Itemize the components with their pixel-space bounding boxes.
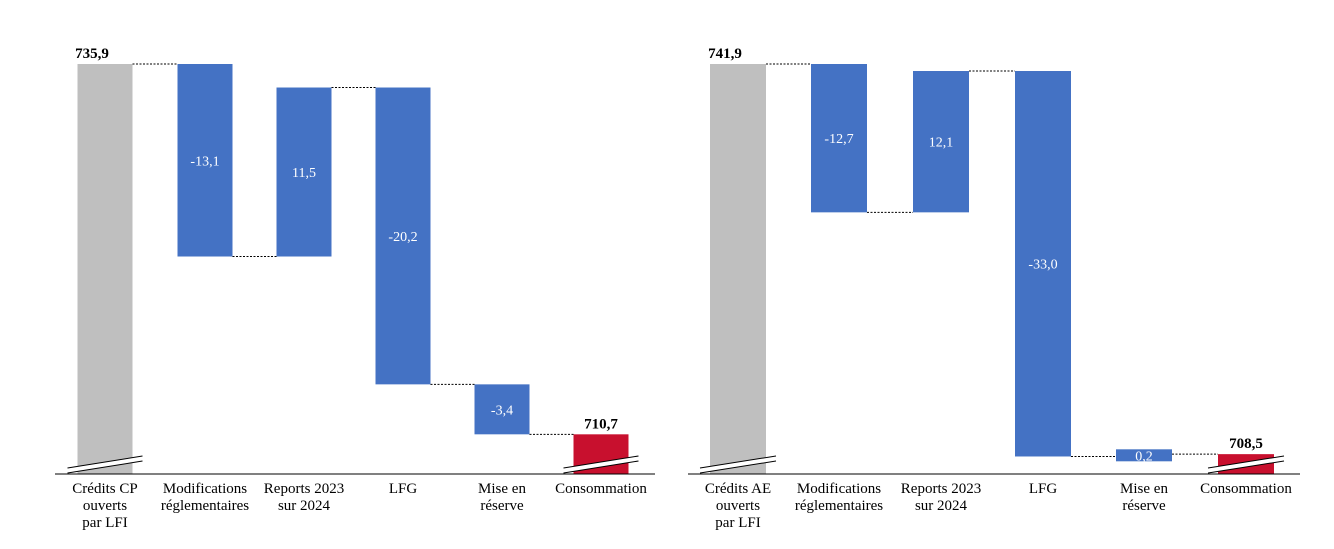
category-label: par LFI: [715, 515, 760, 531]
data-label: -3,4: [491, 403, 513, 418]
category-label: LFG: [1029, 481, 1058, 497]
category-label: réserve: [480, 498, 524, 514]
category-label: LFG: [389, 481, 418, 497]
data-label: -13,1: [190, 154, 219, 169]
category-label: sur 2024: [915, 498, 968, 514]
bar-5: [1116, 449, 1172, 462]
data-label: 735,9: [75, 46, 109, 62]
category-label: réglementaires: [795, 498, 883, 514]
category-label: par LFI: [82, 515, 127, 531]
data-label: 708,5: [1229, 436, 1263, 452]
bar-1: [77, 64, 133, 474]
data-label: 741,9: [708, 46, 742, 62]
category-label: Modifications: [163, 481, 247, 497]
category-label: Crédits CP: [72, 481, 137, 497]
bar-4: [375, 87, 431, 385]
category-label: ouverts: [83, 498, 127, 514]
data-label: -33,0: [1028, 258, 1057, 273]
data-label: -12,7: [824, 132, 853, 147]
category-label: Consommation: [555, 481, 647, 497]
category-label: Modifications: [797, 481, 881, 497]
bar-5: [474, 384, 530, 435]
axis-break-icon: [1207, 455, 1285, 474]
data-label: 12,1: [929, 136, 954, 151]
axis-break-icon: [563, 455, 639, 474]
bar-3: [276, 87, 332, 257]
category-label: Consommation: [1200, 481, 1292, 497]
axis-break-icon: [699, 455, 777, 474]
data-label: 0,2: [1135, 449, 1153, 464]
bar-2: [811, 64, 867, 213]
bar-1: [710, 64, 766, 474]
category-label: Reports 2023: [264, 481, 344, 497]
category-label: Mise en: [478, 481, 526, 497]
bar-3: [913, 71, 969, 213]
category-label: ouverts: [716, 498, 760, 514]
category-label: Mise en: [1120, 481, 1168, 497]
data-label: 710,7: [584, 416, 618, 432]
category-label: Crédits AE: [705, 481, 771, 497]
category-label: sur 2024: [278, 498, 331, 514]
category-label: réglementaires: [161, 498, 249, 514]
bar-4: [1015, 71, 1071, 457]
waterfall-chart-2: 741,9 -12,7 12,1 -33,0 0,2 708,5 Crédits AEouv…: [688, 46, 1300, 531]
data-label: 11,5: [292, 166, 316, 181]
category-label: Reports 2023: [901, 481, 981, 497]
bar-2: [177, 64, 233, 257]
category-label: réserve: [1122, 498, 1166, 514]
axis-break-icon: [67, 455, 143, 474]
waterfall-chart-1: 735,9 -13,1 11,5 -20,2 -3,4 710,7 Crédits CPou…: [55, 46, 655, 531]
data-label: -20,2: [388, 230, 417, 245]
